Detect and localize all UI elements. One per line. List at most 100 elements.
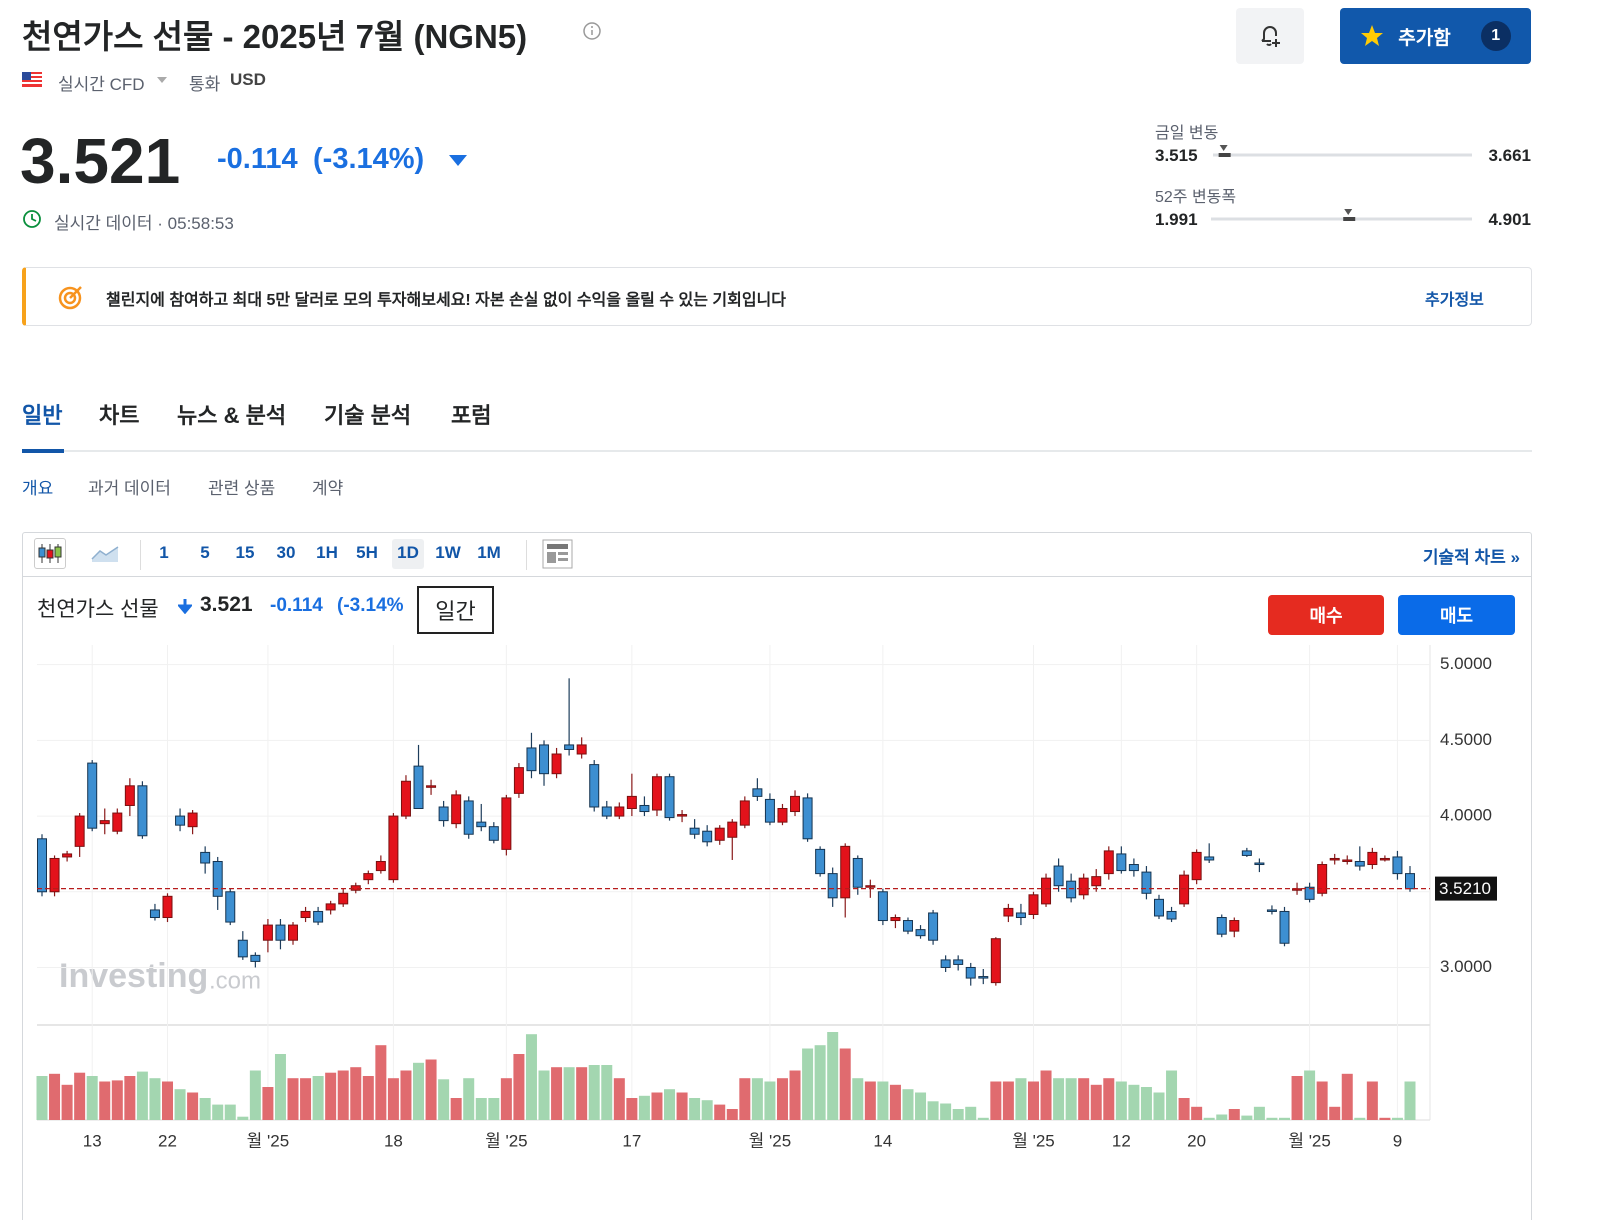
- candle-body: [840, 845, 851, 899]
- tab[interactable]: 차트: [99, 403, 140, 428]
- candle-body: [651, 776, 662, 811]
- interval-button[interactable]: 5: [200, 543, 210, 562]
- candle-body: [990, 938, 1001, 984]
- subtab[interactable]: 계약: [312, 479, 344, 498]
- price-change-percent: (-3.14%): [313, 143, 425, 175]
- technical-chart-link[interactable]: 기술적 차트 »: [1422, 548, 1520, 567]
- candle-body: [815, 848, 826, 875]
- volume-bar: [1379, 1117, 1391, 1120]
- candle-body: [124, 785, 135, 806]
- market-type[interactable]: 실시간 CFD: [58, 75, 145, 94]
- candle-type-button[interactable]: [34, 538, 66, 569]
- volume-bar: [1304, 1070, 1316, 1120]
- candle-body: [37, 838, 47, 893]
- tab[interactable]: 기술 분석: [324, 403, 412, 428]
- volume-bar: [977, 1117, 989, 1120]
- candle-body: [1229, 920, 1240, 932]
- volume-bar: [249, 1070, 261, 1120]
- volume-bar: [1216, 1114, 1228, 1120]
- volume-bar: [1153, 1092, 1165, 1120]
- subtab[interactable]: 과거 데이터: [88, 479, 171, 498]
- buy-button[interactable]: 매수: [1268, 595, 1384, 635]
- volume-bar: [1366, 1081, 1378, 1120]
- range-low: 1.991: [1155, 210, 1198, 229]
- volume-bar: [49, 1073, 61, 1120]
- candle-body: [1254, 862, 1265, 866]
- volume-bar: [551, 1067, 563, 1120]
- candle-body: [614, 806, 625, 817]
- legend-arrow: [178, 599, 192, 614]
- candle-body: [1405, 873, 1415, 890]
- candle-body: [1379, 857, 1390, 861]
- candle-body: [137, 785, 148, 837]
- candle-body: [915, 929, 926, 937]
- volume-bar: [1241, 1115, 1253, 1120]
- volume-bar: [965, 1106, 977, 1120]
- candle-body: [589, 764, 600, 808]
- volume-bar: [827, 1032, 839, 1120]
- range-marker: [1219, 145, 1228, 151]
- candle-body: [564, 744, 575, 750]
- subtab[interactable]: 관련 상품: [208, 479, 276, 498]
- interval-button[interactable]: 30: [276, 543, 296, 562]
- tab[interactable]: 일반: [22, 403, 63, 428]
- volume-bar: [149, 1078, 161, 1120]
- interval-button[interactable]: 1H: [316, 543, 338, 562]
- candle-body: [978, 976, 989, 979]
- candle-body: [752, 788, 763, 797]
- last-price-box: [1435, 876, 1497, 901]
- watchlist-button[interactable]: 추가함 1: [1340, 8, 1531, 64]
- candle-body: [727, 821, 738, 838]
- candle-body: [400, 780, 411, 817]
- tab-divider: [22, 450, 1532, 452]
- volume-bar: [362, 1076, 374, 1120]
- volume-bar: [212, 1104, 224, 1120]
- candle-body: [112, 812, 123, 832]
- dropdown-caret: [157, 77, 167, 83]
- tab[interactable]: 포럼: [451, 403, 492, 428]
- interval-button[interactable]: 15: [235, 543, 255, 562]
- layout-icon[interactable]: [542, 539, 573, 569]
- y-tick-label: 3.0000: [1440, 957, 1492, 976]
- range-marker: [1344, 209, 1353, 215]
- toolbar-separator: [140, 540, 141, 570]
- range-high: 4.901: [1488, 210, 1531, 229]
- volume-bar: [1278, 1117, 1290, 1120]
- interval-button[interactable]: 1D: [397, 543, 419, 562]
- volume-bar: [538, 1070, 550, 1120]
- alert-button[interactable]: [1236, 8, 1304, 64]
- candle-body: [325, 903, 336, 911]
- interval-button[interactable]: 1: [159, 543, 169, 562]
- interval-button[interactable]: 1M: [477, 543, 501, 562]
- candle-body: [1216, 917, 1227, 935]
- volume-bar: [413, 1062, 425, 1120]
- x-tick-label: 22: [158, 1131, 177, 1150]
- candle-body: [1266, 909, 1277, 912]
- volume-bar: [36, 1076, 48, 1120]
- volume-bar: [274, 1054, 286, 1120]
- interval-button[interactable]: 5H: [356, 543, 378, 562]
- volume-bar: [889, 1084, 901, 1120]
- candle-body: [702, 830, 713, 843]
- subtab[interactable]: 개요: [22, 479, 54, 498]
- candle-body: [375, 860, 386, 872]
- watermark-suffix: .com: [209, 967, 261, 994]
- banner-link[interactable]: 추가정보: [1425, 292, 1484, 309]
- sell-button[interactable]: 매도: [1398, 595, 1515, 635]
- candle-body: [1028, 894, 1039, 915]
- interval-button[interactable]: 1W: [435, 543, 461, 562]
- tab[interactable]: 뉴스 & 분석: [177, 403, 287, 428]
- price: 3.521: [20, 125, 181, 197]
- data-status: 실시간 데이터 · 05:58:53: [54, 214, 234, 233]
- volume-bar: [1053, 1078, 1065, 1120]
- volume-bar: [764, 1081, 776, 1120]
- candle-body: [426, 785, 437, 788]
- volume-bar: [86, 1076, 98, 1120]
- volume-bar: [111, 1080, 123, 1120]
- interval-active-bg: [392, 539, 424, 569]
- candle-body: [1015, 912, 1026, 919]
- volume-bar: [852, 1078, 864, 1120]
- area-icon[interactable]: [91, 543, 119, 563]
- volume-bar: [162, 1081, 174, 1120]
- info-icon[interactable]: [582, 21, 602, 41]
